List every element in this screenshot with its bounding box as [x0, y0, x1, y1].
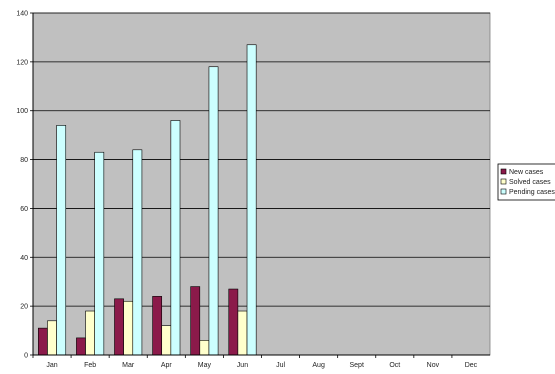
bar-new-cases [76, 337, 86, 356]
bar-solved-cases [47, 320, 57, 356]
legend-swatch [500, 188, 507, 195]
x-tick-label: Apr [161, 362, 173, 369]
x-tick-label: Nov [427, 362, 440, 369]
bar-pending-cases [56, 125, 67, 356]
x-tick-label: Oct [389, 362, 400, 369]
bar-new-cases [38, 327, 48, 356]
y-tick-label: 60 [20, 206, 28, 213]
bar-solved-cases [199, 340, 210, 356]
legend-swatch [500, 178, 507, 185]
x-tick-label: Sept [350, 362, 364, 369]
y-tick-label: 0 [24, 353, 28, 360]
bar-pending-cases [170, 120, 181, 356]
x-tick-label: Aug [312, 362, 325, 369]
bar-pending-cases [94, 151, 105, 356]
bars [38, 44, 257, 356]
legend-box [497, 163, 555, 201]
legend-label: New cases [509, 169, 544, 176]
plot-area [32, 12, 491, 356]
legend: New cases Solved cases Pending cases [497, 163, 555, 201]
bar-pending-cases [246, 44, 257, 356]
y-tick-label: 120 [16, 59, 28, 66]
bar-new-cases [228, 288, 239, 356]
bar-solved-cases [161, 325, 172, 356]
bar-pending-cases [132, 149, 143, 356]
y-tick-label: 100 [16, 108, 28, 115]
y-tick-label: 40 [20, 255, 28, 262]
x-tick-label: Dec [465, 362, 478, 369]
x-axis-ticks: Jan Feb Mar Apr May Jun Jul Aug Sept Oct Nov Dec [32, 355, 478, 369]
x-tick-label: Jul [276, 362, 285, 369]
bar-solved-cases [123, 300, 134, 356]
x-tick-label: Mar [122, 362, 135, 369]
x-tick-label: May [198, 362, 212, 369]
y-tick-label: 140 [16, 11, 28, 18]
y-tick-label: 80 [20, 157, 28, 164]
y-axis-ticks: 0 20 40 60 80 100 120 140 [16, 11, 33, 360]
legend-label: Solved cases [509, 179, 551, 186]
bar-new-cases [114, 298, 124, 356]
gridlines [33, 12, 490, 307]
bar-pending-cases [208, 66, 219, 356]
bar-solved-cases [237, 310, 248, 356]
y-tick-label: 20 [20, 304, 28, 311]
x-tick-label: Jun [237, 362, 248, 369]
legend-swatch [500, 168, 507, 175]
bar-solved-cases [85, 310, 95, 356]
bar-new-cases [152, 296, 163, 356]
bar-new-cases [190, 286, 201, 356]
legend-label: Pending cases [509, 189, 555, 196]
x-tick-label: Jan [46, 362, 57, 369]
x-tick-label: Feb [84, 362, 96, 369]
